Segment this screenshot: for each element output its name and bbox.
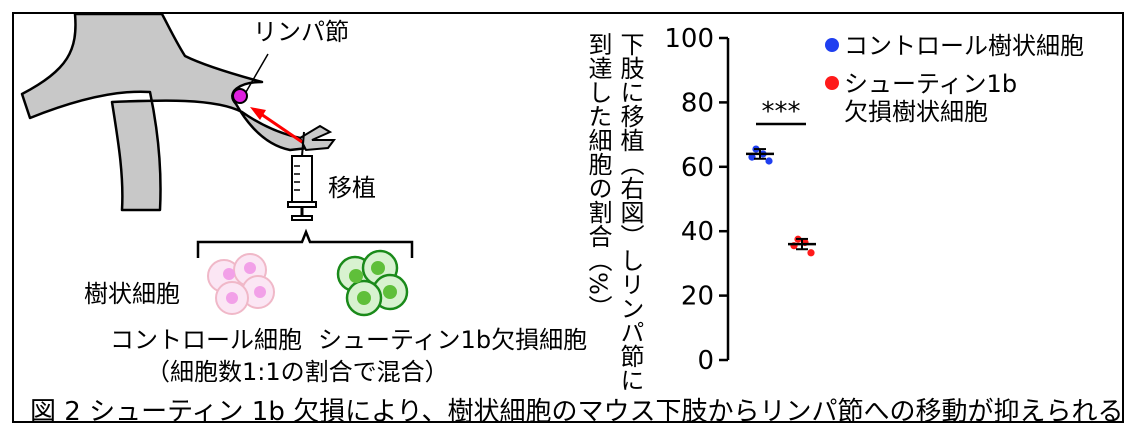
y-axis-label-line1: 下肢に移植（右図）しリンパ節に xyxy=(616,32,644,392)
syringe-icon xyxy=(287,131,317,221)
y-tick-label: 20 xyxy=(681,282,714,312)
lymph-node-label: リンパ節 xyxy=(253,18,349,46)
legend-label-control: コントロール樹状細胞 xyxy=(844,32,1084,60)
data-point xyxy=(748,153,756,161)
dendritic-cells-label: 樹状細胞 xyxy=(84,280,180,308)
data-point xyxy=(807,249,815,257)
y-axis-label-line2: 到達した細胞の割合（%） xyxy=(584,32,612,319)
mix-ratio-note: （細胞数1:1の割合で混合） xyxy=(146,358,449,386)
legend-label-knockout-line2: 欠損樹状細胞 xyxy=(844,98,988,126)
data-point xyxy=(765,157,773,165)
knockout-cell-label: シューティン1b欠損細胞 xyxy=(318,326,588,354)
y-tick-label: 40 xyxy=(681,217,714,247)
control-cell-cluster xyxy=(207,253,275,315)
y-tick-label: 80 xyxy=(681,88,714,118)
significance-label: *** xyxy=(762,97,801,127)
lymph-node-dot xyxy=(232,88,248,104)
knockout-cell-cluster xyxy=(336,249,409,317)
legend-label-knockout-line1: シューティン1b xyxy=(844,70,1017,98)
migration-arrowhead xyxy=(250,107,266,120)
y-tick-label: 100 xyxy=(664,24,714,54)
figure-caption: 図 2 シューティン 1b 欠損により、樹状細胞のマウス下肢からリンパ節への移動… xyxy=(30,397,1124,427)
mouse-paw xyxy=(298,124,336,152)
control-cell-label: コントロール細胞 xyxy=(110,326,302,354)
transplant-label: 移植 xyxy=(328,174,376,202)
mouse-leg-shape xyxy=(20,12,310,212)
lymph-node-pointer xyxy=(245,53,269,93)
legend-marker-knockout xyxy=(825,76,839,90)
migration-arrow xyxy=(257,110,303,144)
legend-marker-control xyxy=(825,38,839,52)
y-tick-label: 60 xyxy=(681,153,714,183)
y-tick-label: 0 xyxy=(697,346,714,376)
mix-bracket xyxy=(196,228,414,258)
figure-frame xyxy=(12,12,1124,423)
